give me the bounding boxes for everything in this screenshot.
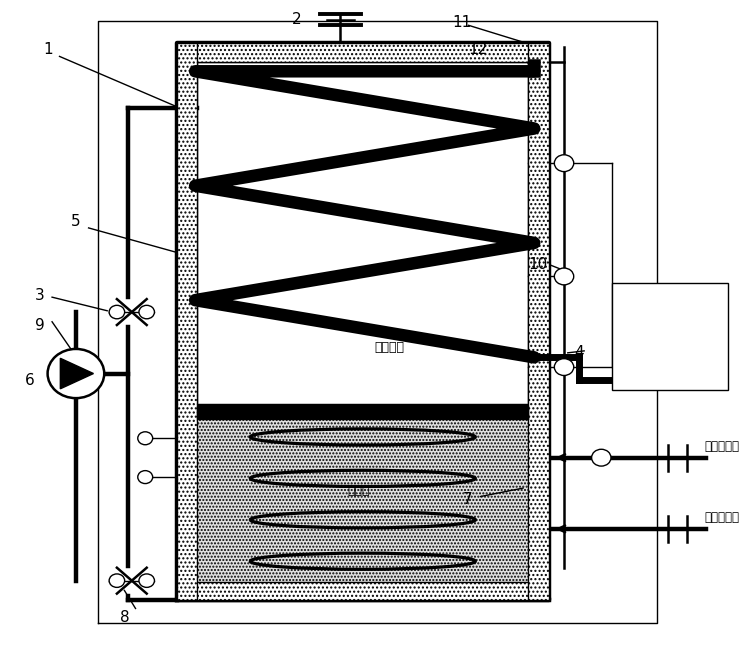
Text: 5: 5 bbox=[71, 214, 81, 229]
Bar bbox=[177, 582, 549, 600]
Circle shape bbox=[109, 306, 125, 318]
Bar bbox=[613, 283, 728, 390]
Circle shape bbox=[139, 306, 154, 318]
Text: 控制器: 控制器 bbox=[659, 330, 681, 343]
Text: 导热油: 导热油 bbox=[348, 484, 370, 497]
Bar bbox=[528, 44, 549, 600]
Text: 7: 7 bbox=[462, 492, 472, 507]
Circle shape bbox=[138, 432, 153, 445]
Text: 12: 12 bbox=[469, 42, 488, 57]
Circle shape bbox=[109, 574, 125, 588]
Circle shape bbox=[554, 268, 574, 285]
Text: 接采暖回水: 接采暖回水 bbox=[704, 511, 739, 524]
Circle shape bbox=[554, 359, 574, 376]
Text: 11: 11 bbox=[453, 14, 471, 30]
Text: 8: 8 bbox=[120, 610, 129, 625]
Text: 6: 6 bbox=[25, 372, 34, 387]
Text: 接采暖供水: 接采暖供水 bbox=[704, 439, 739, 452]
Circle shape bbox=[554, 155, 574, 172]
Text: 燕盐溶液: 燕盐溶液 bbox=[374, 341, 404, 354]
Text: 1: 1 bbox=[43, 42, 53, 57]
Bar bbox=[177, 44, 197, 600]
Text: 2: 2 bbox=[292, 12, 301, 27]
Polygon shape bbox=[61, 358, 94, 389]
Bar bbox=[177, 44, 549, 62]
Circle shape bbox=[138, 471, 153, 484]
Circle shape bbox=[48, 349, 104, 398]
Text: 4: 4 bbox=[574, 344, 583, 359]
Bar bbox=[197, 419, 528, 582]
Text: 9: 9 bbox=[35, 317, 45, 333]
Text: 3: 3 bbox=[35, 289, 45, 304]
Circle shape bbox=[139, 574, 154, 588]
Text: 10: 10 bbox=[528, 257, 548, 272]
Circle shape bbox=[592, 449, 611, 466]
